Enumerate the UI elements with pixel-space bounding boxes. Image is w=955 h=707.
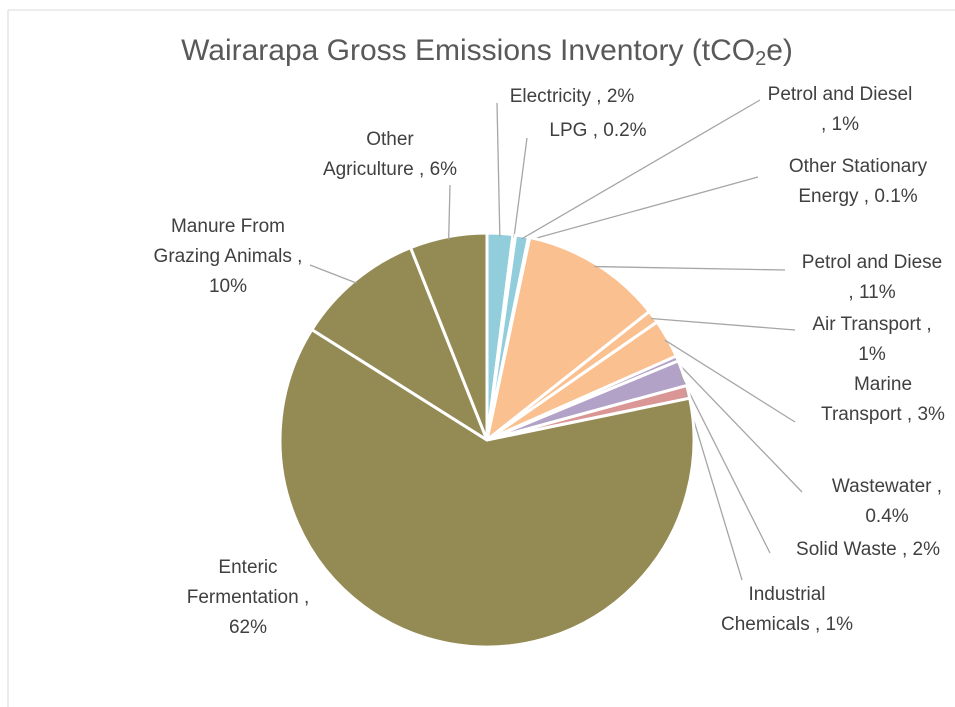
data-label: 10%: [209, 276, 247, 297]
data-label: Marine: [854, 374, 912, 395]
title-text: Wairarapa Gross Emissions Inventory (tCO: [181, 34, 755, 67]
title-subscript: 2: [755, 48, 766, 70]
data-label: 1%: [858, 344, 886, 365]
leader-line: [650, 317, 796, 331]
leader-line: [594, 265, 786, 271]
data-label: Manure From: [171, 216, 285, 237]
pie-slice: [278, 328, 696, 649]
data-label: Other Stationary: [789, 156, 928, 177]
data-label: , 1%: [821, 114, 859, 135]
leader-line: [309, 264, 357, 284]
pie-slice: [485, 235, 651, 442]
data-label: Petrol and Diese: [802, 252, 942, 273]
data-label: Air Transport ,: [812, 314, 931, 335]
leader-line: [674, 359, 803, 493]
data-label: Industrial: [748, 584, 825, 605]
data-label: Transport , 3%: [821, 404, 945, 425]
title-text: e): [766, 34, 793, 67]
leader-line: [664, 339, 796, 423]
data-label: Wastewater ,: [832, 476, 942, 497]
data-label: , 11%: [848, 282, 895, 303]
data-label: Solid Waste , 2%: [796, 539, 940, 560]
data-label: Enteric: [218, 557, 277, 578]
pie-slice: [310, 246, 489, 442]
data-label: Agriculture , 6%: [323, 159, 457, 180]
data-label: Other: [366, 129, 414, 150]
data-label: Chemicals , 1%: [721, 614, 853, 635]
leader-line: [679, 373, 771, 554]
data-label: 62%: [229, 617, 267, 638]
data-label: 0.4%: [865, 506, 908, 527]
data-label: Energy , 0.1%: [798, 186, 917, 207]
leader-line: [521, 99, 761, 240]
leader-line: [496, 102, 501, 237]
data-label: Electricity , 2%: [510, 86, 635, 107]
leader-line: [528, 176, 759, 241]
data-label: LPG , 0.2%: [549, 120, 646, 141]
data-label: Petrol and Diesel: [768, 84, 913, 105]
leader-line: [513, 137, 528, 238]
chart-title: Wairarapa Gross Emissions Inventory (tCO…: [181, 34, 793, 70]
leader-line: [448, 184, 451, 240]
data-label: Fermentation ,: [187, 587, 310, 608]
data-label: Grazing Animals ,: [154, 246, 303, 267]
